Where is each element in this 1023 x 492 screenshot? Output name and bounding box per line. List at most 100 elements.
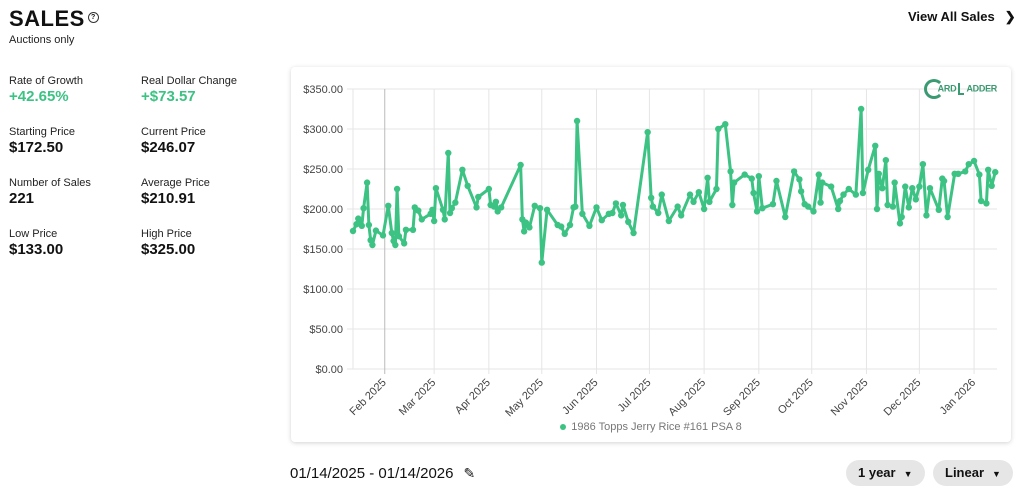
data-point[interactable] xyxy=(492,198,500,205)
data-point[interactable] xyxy=(873,205,881,213)
data-point[interactable] xyxy=(573,117,581,125)
data-point[interactable] xyxy=(572,203,579,210)
chart-legend[interactable]: 1986 Topps Jerry Rice #161 PSA 8 xyxy=(291,421,1011,433)
data-point[interactable] xyxy=(586,222,593,229)
data-point[interactable] xyxy=(944,213,951,221)
data-point[interactable] xyxy=(464,182,471,189)
data-point[interactable] xyxy=(360,205,367,212)
data-point[interactable] xyxy=(522,219,530,226)
view-all-sales-link[interactable]: View All Sales ❯ xyxy=(908,9,1016,24)
data-point[interactable] xyxy=(715,125,722,133)
data-point[interactable] xyxy=(827,183,835,190)
data-point[interactable] xyxy=(409,226,417,233)
data-point[interactable] xyxy=(875,170,882,177)
data-point[interactable] xyxy=(790,168,798,175)
data-point[interactable] xyxy=(879,185,886,192)
data-point[interactable] xyxy=(713,185,720,193)
pencil-icon[interactable]: ✎ xyxy=(463,465,476,481)
data-point[interactable] xyxy=(954,170,962,177)
data-point[interactable] xyxy=(441,216,448,223)
data-point[interactable] xyxy=(617,212,625,219)
data-point[interactable] xyxy=(729,201,736,209)
data-point[interactable] xyxy=(805,203,812,210)
data-point[interactable] xyxy=(367,237,374,244)
data-point[interactable] xyxy=(432,185,440,192)
data-point[interactable] xyxy=(625,218,632,225)
data-point[interactable] xyxy=(415,207,422,214)
data-point[interactable] xyxy=(896,220,904,227)
data-point[interactable] xyxy=(490,203,498,210)
data-point[interactable] xyxy=(674,203,681,210)
data-point[interactable] xyxy=(445,149,452,157)
data-point[interactable] xyxy=(593,204,600,211)
data-point[interactable] xyxy=(517,161,524,169)
data-point[interactable] xyxy=(992,168,999,176)
data-point[interactable] xyxy=(353,221,360,228)
data-point[interactable] xyxy=(369,241,376,249)
data-point[interactable] xyxy=(748,175,755,182)
data-point[interactable] xyxy=(400,240,408,247)
data-point[interactable] xyxy=(665,217,673,225)
data-point[interactable] xyxy=(898,213,905,221)
data-point[interactable] xyxy=(865,166,872,173)
data-point[interactable] xyxy=(727,168,734,175)
data-point[interactable] xyxy=(418,216,426,223)
data-point[interactable] xyxy=(393,185,401,193)
data-point[interactable] xyxy=(700,205,708,213)
data-point[interactable] xyxy=(452,199,459,206)
data-point[interactable] xyxy=(962,168,969,175)
data-point[interactable] xyxy=(677,212,685,219)
data-point[interactable] xyxy=(722,121,729,128)
data-point[interactable] xyxy=(619,201,627,209)
data-point[interactable] xyxy=(983,200,990,207)
data-point[interactable] xyxy=(750,189,757,197)
data-point[interactable] xyxy=(498,204,505,211)
data-point[interactable] xyxy=(388,229,396,237)
data-point[interactable] xyxy=(358,222,366,229)
data-point[interactable] xyxy=(531,202,538,209)
data-point[interactable] xyxy=(857,105,865,113)
data-point[interactable] xyxy=(935,206,942,213)
data-point[interactable] xyxy=(566,221,574,229)
data-point[interactable] xyxy=(796,176,803,183)
data-point[interactable] xyxy=(919,161,927,168)
data-point[interactable] xyxy=(905,204,912,211)
data-point[interactable] xyxy=(845,185,852,193)
data-point[interactable] xyxy=(988,182,995,189)
data-point[interactable] xyxy=(473,204,480,211)
data-point[interactable] xyxy=(543,206,551,213)
data-point[interactable] xyxy=(372,227,380,234)
data-point[interactable] xyxy=(485,185,493,193)
data-point[interactable] xyxy=(446,209,454,217)
data-point[interactable] xyxy=(730,179,738,186)
data-point[interactable] xyxy=(439,206,447,213)
data-point[interactable] xyxy=(923,212,930,219)
data-point[interactable] xyxy=(690,198,697,205)
period-dropdown[interactable]: 1 year ▼ xyxy=(846,460,925,486)
data-point[interactable] xyxy=(402,226,410,233)
data-point[interactable] xyxy=(819,179,826,186)
data-point[interactable] xyxy=(970,157,978,165)
data-point[interactable] xyxy=(940,177,948,185)
data-point[interactable] xyxy=(912,196,920,203)
data-point[interactable] xyxy=(759,205,766,212)
data-point[interactable] xyxy=(475,193,482,201)
data-point[interactable] xyxy=(835,205,842,213)
data-point[interactable] xyxy=(926,185,934,192)
data-point[interactable] xyxy=(686,191,694,198)
data-point[interactable] xyxy=(609,209,616,217)
data-point[interactable] xyxy=(430,217,438,225)
data-point[interactable] xyxy=(557,223,565,230)
data-point[interactable] xyxy=(579,210,586,217)
data-point[interactable] xyxy=(755,173,763,180)
data-point[interactable] xyxy=(769,201,777,208)
data-point[interactable] xyxy=(977,197,985,205)
data-point[interactable] xyxy=(884,201,891,209)
data-point[interactable] xyxy=(355,215,362,222)
data-point[interactable] xyxy=(385,202,392,209)
data-point[interactable] xyxy=(658,191,665,198)
data-point[interactable] xyxy=(976,171,983,178)
data-point[interactable] xyxy=(647,194,655,201)
data-point[interactable] xyxy=(704,174,711,181)
data-point[interactable] xyxy=(536,205,544,212)
